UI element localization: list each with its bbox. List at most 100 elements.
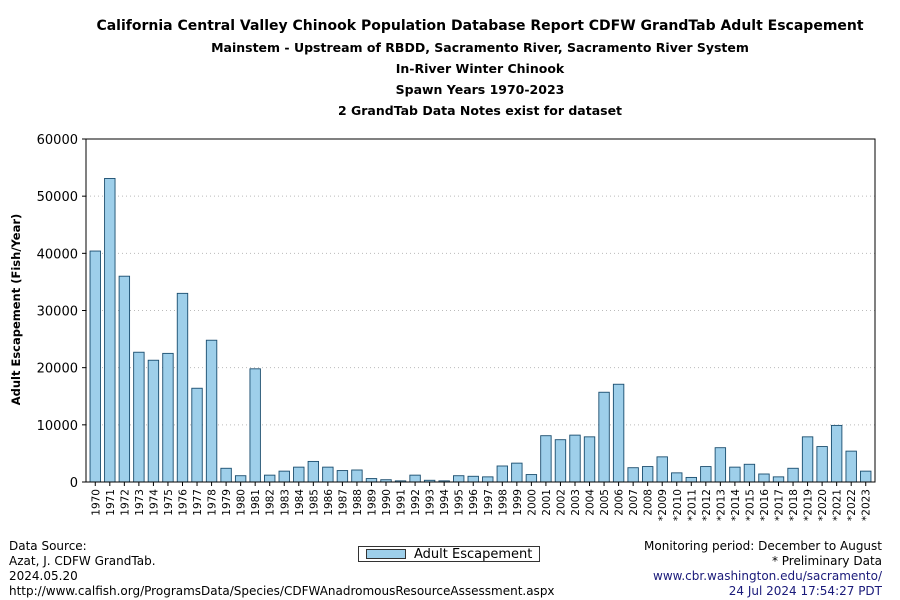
data-source-date: 2024.05.20 <box>9 569 78 583</box>
bar <box>249 368 261 483</box>
bar <box>627 467 639 483</box>
y-axis-label: Adult Escapement (Fish/Year) <box>9 214 23 406</box>
bar <box>685 476 697 483</box>
bar <box>220 467 232 483</box>
x-tick-label: 1993 <box>425 489 437 516</box>
y-tick-label: 40000 <box>37 247 78 262</box>
bar <box>482 476 494 483</box>
legend-swatch <box>366 549 406 559</box>
x-tick-label: 2002 <box>555 489 567 516</box>
x-tick-label: *2010 <box>672 489 684 521</box>
bar <box>700 466 712 483</box>
x-tick-label: 1998 <box>497 489 509 516</box>
bar <box>293 466 305 483</box>
bar <box>612 383 625 483</box>
x-tick-label: 1988 <box>352 489 364 516</box>
bar <box>176 292 189 483</box>
bar <box>322 466 334 483</box>
x-tick-label: *2012 <box>701 489 713 521</box>
bar <box>729 466 741 483</box>
x-tick-label: 1987 <box>337 489 349 516</box>
x-tick-label: 2004 <box>585 489 597 516</box>
bar <box>365 478 378 483</box>
bar <box>104 177 116 483</box>
x-tick-label: *2015 <box>744 489 756 521</box>
x-tick-label: *2011 <box>686 489 698 521</box>
bar <box>540 435 552 483</box>
bar <box>801 436 814 483</box>
chart-subtitle-1: Mainstem - Upstream of RBDD, Sacramento … <box>211 40 749 55</box>
bar <box>234 475 247 483</box>
x-tick-label: 1991 <box>396 489 408 516</box>
bar <box>743 463 756 483</box>
x-tick-label: 1994 <box>439 489 451 516</box>
x-tick-label: *2020 <box>817 489 829 521</box>
bar <box>816 446 828 483</box>
y-tick-label: 30000 <box>37 305 78 320</box>
x-tick-label: 1997 <box>483 489 495 516</box>
y-tick-label: 60000 <box>37 133 78 148</box>
x-tick-label: 1971 <box>105 489 117 516</box>
data-source-citation: Azat, J. CDFW GrandTab. <box>9 554 156 568</box>
data-source: Data Source: Azat, J. CDFW GrandTab. 202… <box>9 539 555 599</box>
bar <box>162 352 174 483</box>
x-tick-label: 1972 <box>119 489 131 516</box>
bar <box>787 467 799 483</box>
plot-frame <box>85 138 876 483</box>
bar <box>205 339 218 483</box>
bar <box>583 436 596 483</box>
bar <box>147 359 160 483</box>
x-tick-label: 1977 <box>192 489 204 516</box>
x-tick-label: 1976 <box>177 489 189 516</box>
chart-subtitle-4: 2 GrandTab Data Notes exist for dataset <box>337 103 623 118</box>
bar <box>671 472 683 483</box>
bar <box>307 460 320 483</box>
x-tick-label: 2001 <box>541 489 553 516</box>
x-tick-label: 2008 <box>643 489 655 516</box>
monitoring-info: Monitoring period: December to August * … <box>644 539 882 599</box>
x-tick-label: 1996 <box>468 489 480 516</box>
bar <box>525 474 538 483</box>
x-tick-label: 2007 <box>628 489 640 516</box>
y-tick-label: 0 <box>70 476 78 491</box>
x-tick-label: 1989 <box>366 489 378 516</box>
bar <box>569 434 581 483</box>
x-tick-label: 1979 <box>221 489 233 516</box>
y-tick-label: 50000 <box>37 190 78 205</box>
x-tick-label: *2023 <box>861 489 873 521</box>
x-tick-label: 1986 <box>323 489 335 516</box>
bar <box>845 450 857 483</box>
bar <box>714 447 727 483</box>
legend: Adult Escapement <box>358 546 540 562</box>
bar <box>133 351 145 483</box>
x-tick-label: *2021 <box>832 489 844 521</box>
bar <box>772 476 785 483</box>
x-tick-label: 2003 <box>570 489 582 516</box>
monitoring-period: Monitoring period: December to August <box>644 539 882 553</box>
x-tick-label: 1990 <box>381 489 393 516</box>
bar <box>453 475 465 483</box>
data-source-label: Data Source: <box>9 539 87 553</box>
site-url[interactable]: www.cbr.washington.edu/sacramento/ <box>653 569 882 583</box>
x-tick-label: 1999 <box>512 489 524 516</box>
bar <box>351 469 363 483</box>
x-tick-label: 1974 <box>148 489 160 516</box>
x-tick-label: *2016 <box>759 489 771 521</box>
legend-label: Adult Escapement <box>414 546 533 562</box>
x-tick-label: 1995 <box>454 489 466 516</box>
data-source-url[interactable]: http://www.calfish.org/ProgramsData/Spec… <box>9 584 555 598</box>
x-tick-label: *2013 <box>715 489 727 521</box>
x-tick-label: *2022 <box>846 489 858 521</box>
bar <box>191 387 203 483</box>
x-tick-label: 1985 <box>308 489 320 516</box>
x-tick-label: 1983 <box>279 489 291 516</box>
x-tick-label: 1982 <box>265 489 277 516</box>
y-tick-label: 10000 <box>37 419 78 434</box>
x-tick-label: *2014 <box>730 489 742 521</box>
bar <box>598 391 610 483</box>
bar <box>264 474 276 483</box>
x-tick-label: 1973 <box>134 489 146 516</box>
bar <box>758 473 770 483</box>
x-tick-label: 1981 <box>250 489 262 516</box>
x-tick-label: 1978 <box>207 489 219 516</box>
